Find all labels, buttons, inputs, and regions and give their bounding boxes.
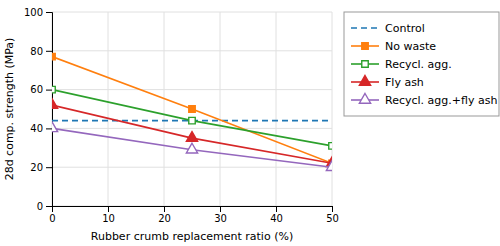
series	[52, 122, 332, 171]
plot: 0 10 20 30 40 50 0 20 40 60 80 100	[24, 7, 339, 224]
marker	[186, 132, 197, 142]
legend-label: No waste	[385, 40, 436, 53]
grid-line	[108, 12, 109, 206]
grid-line	[52, 128, 332, 129]
tick: 60	[30, 84, 52, 95]
tick-label: 40	[30, 123, 43, 134]
legend-label: Recycl. agg.	[385, 58, 452, 71]
tick-label: 30	[214, 213, 227, 224]
grid-line	[220, 12, 221, 206]
tick: 20	[30, 162, 52, 173]
tick-mark	[46, 90, 52, 91]
y-axis-title: 28d comp. strength (MPa)	[3, 38, 16, 181]
tick-mark	[220, 206, 221, 212]
axis-line	[53, 207, 333, 213]
tick: 30	[214, 206, 227, 224]
marker	[52, 86, 55, 92]
marker	[326, 161, 332, 171]
line	[52, 128, 332, 167]
chart: 0 10 20 30 40 50 0 20 40 60 80 100 Rubber crumb repl…	[0, 0, 500, 246]
marker	[189, 117, 195, 123]
marker	[189, 106, 195, 112]
tick-label: 80	[30, 46, 43, 57]
legend-entry: Recycl. agg.+fly ash	[351, 93, 497, 106]
series	[52, 86, 332, 149]
tick-label: 20	[30, 162, 43, 173]
legend-label: Recycl. agg.+fly ash	[385, 94, 497, 107]
tick-label: 20	[158, 213, 171, 224]
legend-marker	[359, 93, 370, 103]
tick-mark	[46, 128, 52, 129]
legend-swatch	[351, 27, 379, 29]
series	[52, 53, 332, 166]
tick-label: 0	[49, 213, 55, 224]
tick-label: 50	[326, 213, 339, 224]
y-axis: 0 20 40 60 80 100	[24, 7, 53, 212]
marker	[52, 99, 58, 109]
legend-frame	[344, 12, 499, 116]
grid-line	[52, 89, 332, 90]
marker	[52, 53, 55, 59]
marker	[329, 143, 332, 149]
tick-label: 40	[270, 213, 283, 224]
grid-line	[52, 167, 332, 168]
tick-label: 10	[102, 213, 115, 224]
grid-line	[164, 12, 165, 206]
legend: Control No waste Recycl. agg. Fly ash Recycl…	[344, 12, 499, 116]
grid-line	[332, 12, 333, 206]
tick-mark	[46, 206, 52, 207]
tick-label: 60	[30, 84, 43, 95]
grid-line	[276, 12, 277, 206]
x-axis-title: Rubber crumb replacement ratio (%)	[91, 230, 293, 243]
tick: 0	[37, 201, 52, 212]
tick-mark	[46, 51, 52, 52]
legend-label: Control	[385, 22, 425, 35]
tick: 10	[102, 206, 115, 224]
tick: 100	[24, 7, 52, 18]
grid-line	[52, 12, 332, 13]
tick: 40	[30, 123, 52, 134]
legend-label: Fly ash	[385, 76, 424, 89]
legend-marker	[362, 61, 368, 67]
legend-entry: No waste	[351, 40, 436, 53]
tick: 80	[30, 46, 52, 57]
legend-marker	[359, 75, 370, 85]
tick: 20	[158, 206, 171, 224]
tick: 0	[49, 206, 55, 224]
tick: 40	[270, 206, 283, 224]
tick-mark	[46, 167, 52, 168]
axis-line	[46, 13, 53, 207]
tick-mark	[46, 12, 52, 13]
legend-entry: Fly ash	[351, 75, 424, 88]
legend-entry: Recycl. agg.	[351, 58, 452, 71]
marker	[52, 122, 58, 132]
tick-mark	[164, 206, 165, 212]
tick-mark	[108, 206, 109, 212]
grid-line	[52, 50, 332, 51]
series	[52, 99, 332, 167]
tick-mark	[276, 206, 277, 212]
line	[52, 90, 332, 146]
tick-label: 100	[24, 7, 43, 18]
legend-marker	[362, 43, 368, 49]
tick-mark	[332, 206, 333, 212]
series-group	[52, 53, 332, 170]
grid	[52, 12, 332, 206]
tick-label: 0	[37, 201, 43, 212]
marker	[186, 143, 197, 153]
x-axis: 0 10 20 30 40 50	[49, 206, 339, 224]
tick: 50	[326, 206, 339, 224]
line	[52, 57, 332, 164]
legend-entry: Control	[351, 22, 425, 35]
